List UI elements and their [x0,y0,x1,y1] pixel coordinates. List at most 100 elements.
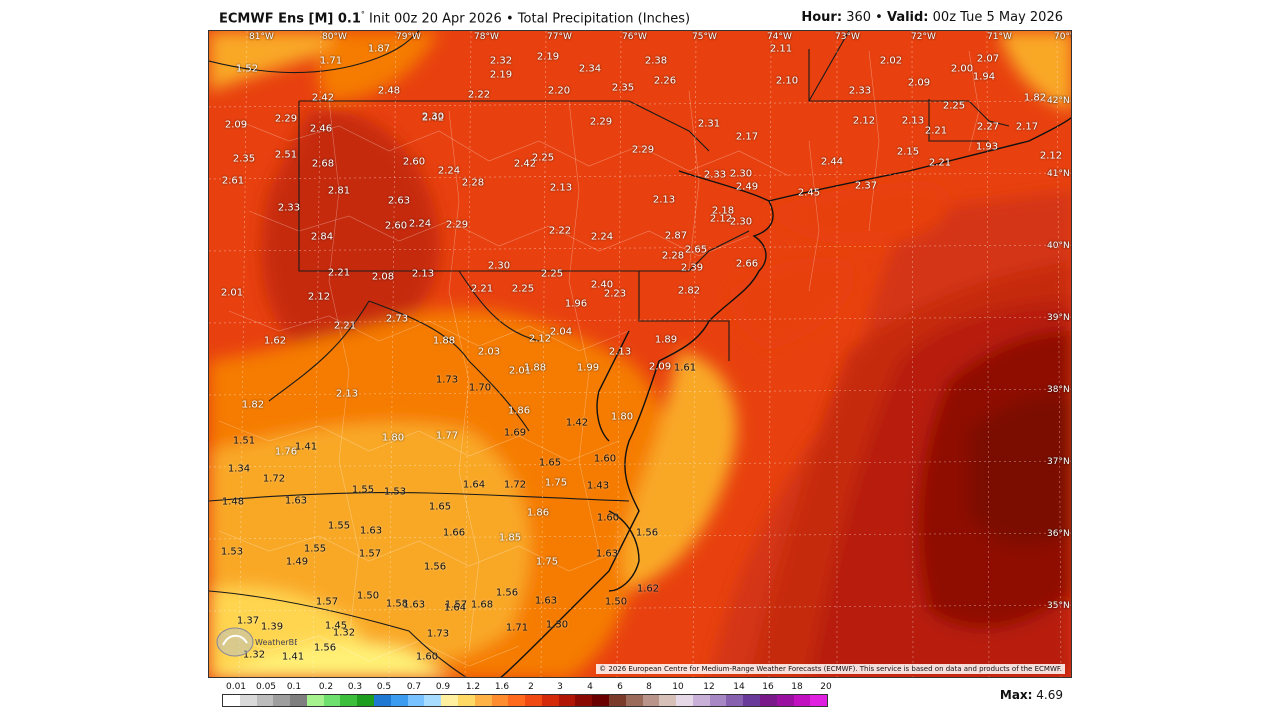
precip-value-label: 1.56 [495,587,519,599]
valid-bullet: • [875,10,883,25]
precip-value-label: 2.22 [467,89,491,101]
legend-swatch [592,695,609,706]
precip-value-label: 2.21 [333,320,357,332]
legend-tick: 1.2 [465,682,481,692]
precip-value-label: 1.49 [285,556,309,568]
precip-value-label: 2.48 [377,85,401,97]
legend-swatch [625,695,643,706]
precip-value-label: 1.75 [544,477,568,489]
legend-swatch [760,695,777,706]
precip-value-label: 2.30 [729,216,753,228]
precip-value-label: 2.15 [896,146,920,158]
latitude-label: 38°N [1047,385,1070,395]
precip-value-label: 1.55 [351,484,375,496]
legend-swatch [726,695,744,706]
legend-tick: 4 [587,682,593,692]
precip-value-label: 2.49 [735,181,759,193]
precip-value-label: 1.69 [503,427,527,439]
precip-value-label: 2.19 [489,69,513,81]
precip-color-legend [222,694,828,707]
precip-value-label: 1.53 [383,486,407,498]
longitude-label: 78°W [474,32,499,42]
precip-value-label: 2.34 [578,63,602,75]
legend-tick: 2 [528,682,534,692]
precip-value-label: 1.57 [358,548,382,560]
precip-value-label: 2.24 [590,231,614,243]
precip-value-label: 2.35 [232,153,256,165]
precip-value-label: 1.34 [227,463,251,475]
precip-value-label: 1.87 [367,43,391,55]
legend-swatch [239,695,257,706]
precip-value-label: 1.62 [636,583,660,595]
precip-value-label: 1.86 [526,507,550,519]
precip-value-label: 1.73 [435,374,459,386]
precip-value-label: 2.11 [769,43,793,55]
precip-value-label: 2.33 [848,85,872,97]
valid-label: Valid: [886,10,929,25]
legend-swatch [793,695,811,706]
precip-value-label: 1.86 [507,405,531,417]
longitude-label: 79°W [396,32,421,42]
precip-value-label: 2.09 [224,119,248,131]
legend-tick: 0.9 [435,682,451,692]
legend-tick: 0.2 [318,682,334,692]
precip-value-label: 1.56 [313,642,337,654]
longitude-label: 70°W [1054,32,1071,42]
precip-value-label: 2.13 [652,194,676,206]
copyright-notice: © 2026 European Centre for Medium-Range … [596,664,1065,674]
precip-value-label: 2.44 [820,156,844,168]
precip-value-label: 1.63 [534,595,558,607]
precip-value-label: 1.94 [972,71,996,83]
precip-value-label: 1.63 [402,599,426,611]
precip-value-label: 1.65 [538,457,562,469]
legend-swatch [541,695,559,706]
legend-swatch [692,695,710,706]
legend-swatch [374,695,391,706]
precip-value-label: 1.61 [673,362,697,374]
precip-map: 81°W 80°W 79°W 78°W 77°W 76°W 75°W 74°W 73°W 72°W… [208,30,1072,678]
precip-value-label: 1.32 [242,649,266,661]
latitude-label: 42°N [1047,96,1070,106]
precip-value-label: 1.60 [593,453,617,465]
graticule [209,31,1071,677]
precip-value-label: 2.25 [540,268,564,280]
precip-value-label: 2.26 [653,75,677,87]
longitude-label: 73°W [835,32,860,42]
legend-swatch [457,695,475,706]
legend-tick: 12 [703,682,715,692]
longitude-label: 74°W [767,32,792,42]
precip-value-label: 2.37 [854,180,878,192]
valid-time-header: Hour: 360 • Valid: 00z Tue 5 May 2026 [801,10,1063,25]
precip-value-label: 2.68 [311,158,335,170]
precip-shading [209,31,1071,677]
precip-value-label: 1.76 [274,446,298,458]
map-title: ECMWF Ens [M] 0.1° Init 00z 20 Apr 2026 … [219,10,690,26]
legend-tick: 16 [762,682,774,692]
precip-value-label: 2.30 [487,260,511,272]
precip-value-label: 1.39 [260,621,284,633]
precip-value-label: 1.63 [595,548,619,560]
precip-value-label: 2.31 [697,118,721,130]
precip-value-label: 2.13 [901,115,925,127]
precip-value-label: 1.72 [262,473,286,485]
precip-value-label: 1.56 [635,527,659,539]
precip-value-label: 1.57 [444,599,468,611]
precip-value-label: 2.60 [384,220,408,232]
precip-value-label: 1.80 [381,432,405,444]
precip-value-label: 2.20 [547,85,571,97]
legend-swatch [306,695,324,706]
precip-value-label: 2.12 [852,115,876,127]
precip-value-label: 2.09 [648,361,672,373]
precip-value-label: 2.42 [513,158,537,170]
precip-value-label: 2.10 [775,75,799,87]
legend-tick: 0.01 [225,682,247,692]
init-time: Init 00z 20 Apr 2026 [369,11,502,27]
precip-value-label: 1.57 [315,596,339,608]
precip-value-label: 2.25 [531,152,555,164]
precip-value-label: 2.27 [976,121,1000,133]
precip-value-label: 1.93 [975,141,999,153]
precip-value-label: 1.89 [654,334,678,346]
hour-label: Hour: [801,10,843,25]
longitude-label: 76°W [622,32,647,42]
precip-value-label: 1.60 [596,512,620,524]
